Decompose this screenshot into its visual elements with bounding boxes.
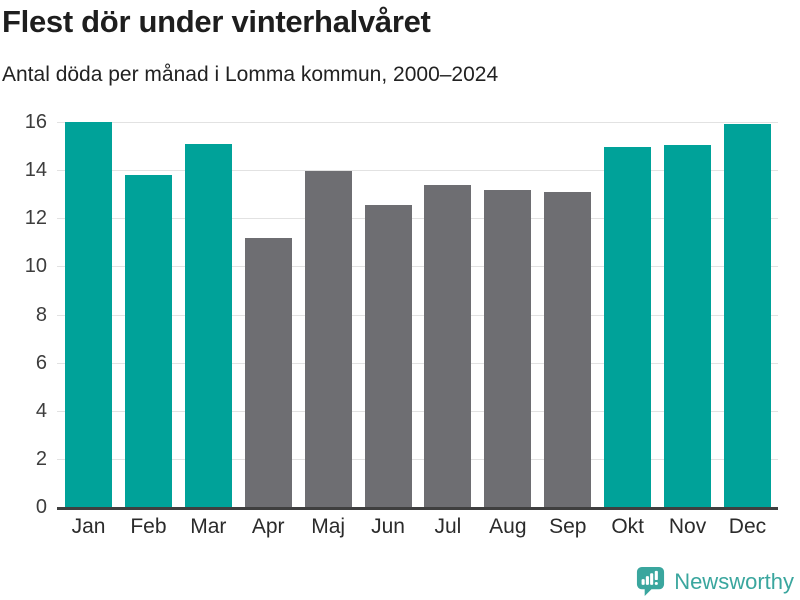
bar-mar — [184, 144, 232, 507]
x-axis-label-dec: Dec — [728, 515, 767, 538]
gridline-10 — [57, 266, 778, 268]
gridline-14 — [57, 170, 778, 172]
x-axis-label-jan: Jan — [71, 515, 106, 538]
bar-okt — [604, 147, 652, 507]
bar-apr — [244, 237, 292, 507]
x-axis-label-maj: Maj — [311, 515, 346, 538]
plot-area — [57, 122, 778, 510]
y-axis-label-10: 10 — [24, 255, 47, 278]
bar-feb — [124, 174, 172, 507]
gridline-6 — [57, 362, 778, 364]
y-axis-label-8: 8 — [35, 303, 47, 326]
x-axis-label-sep: Sep — [549, 515, 587, 538]
gridline-16 — [57, 122, 778, 123]
newsworthy-logo[interactable]: Newsworthy — [635, 566, 794, 597]
bar-jul — [424, 184, 472, 507]
bar-sep — [544, 192, 592, 507]
x-axis-label-jul: Jul — [434, 515, 462, 538]
x-axis-label-aug: Aug — [489, 515, 527, 538]
x-axis-labels: Jan Feb Mar Apr Maj Jun Jul Aug Sep Okt Nov Dec — [57, 516, 778, 537]
y-axis-label-12: 12 — [24, 207, 47, 230]
y-axis-labels: 0 2 4 6 8 10 12 14 16 — [0, 112, 47, 517]
y-axis-label-14: 14 — [24, 159, 47, 182]
x-axis-label-feb: Feb — [130, 515, 167, 538]
gridline-4 — [57, 410, 778, 412]
y-axis-label-0: 0 — [35, 496, 47, 518]
x-axis-label-nov: Nov — [668, 515, 707, 538]
gridline-2 — [57, 458, 778, 460]
x-axis-label-jun: Jun — [371, 515, 405, 538]
y-axis-label-16: 16 — [24, 111, 47, 133]
gridline-8 — [57, 314, 778, 316]
x-axis-label-mar: Mar — [190, 515, 227, 538]
y-axis-label-2: 2 — [35, 447, 47, 470]
gridline-12 — [57, 218, 778, 220]
newsworthy-logo-text: Newsworthy — [674, 568, 794, 594]
bar-dec — [723, 123, 771, 507]
bar-maj — [304, 171, 352, 507]
x-axis-label-apr: Apr — [251, 515, 285, 538]
chart-title: Flest dör under vinterhalvåret — [2, 4, 431, 39]
newsworthy-logo-icon — [637, 566, 665, 597]
bar-aug — [484, 190, 532, 507]
chart-subtitle: Antal döda per månad i Lomma kommun, 200… — [2, 63, 499, 86]
bar-nov — [664, 145, 712, 507]
x-axis-label-okt: Okt — [611, 515, 644, 538]
bar-jan — [65, 122, 112, 507]
y-axis-label-6: 6 — [35, 351, 47, 374]
y-axis-label-4: 4 — [35, 399, 47, 422]
bar-jun — [364, 204, 412, 507]
bar-series — [57, 122, 778, 507]
